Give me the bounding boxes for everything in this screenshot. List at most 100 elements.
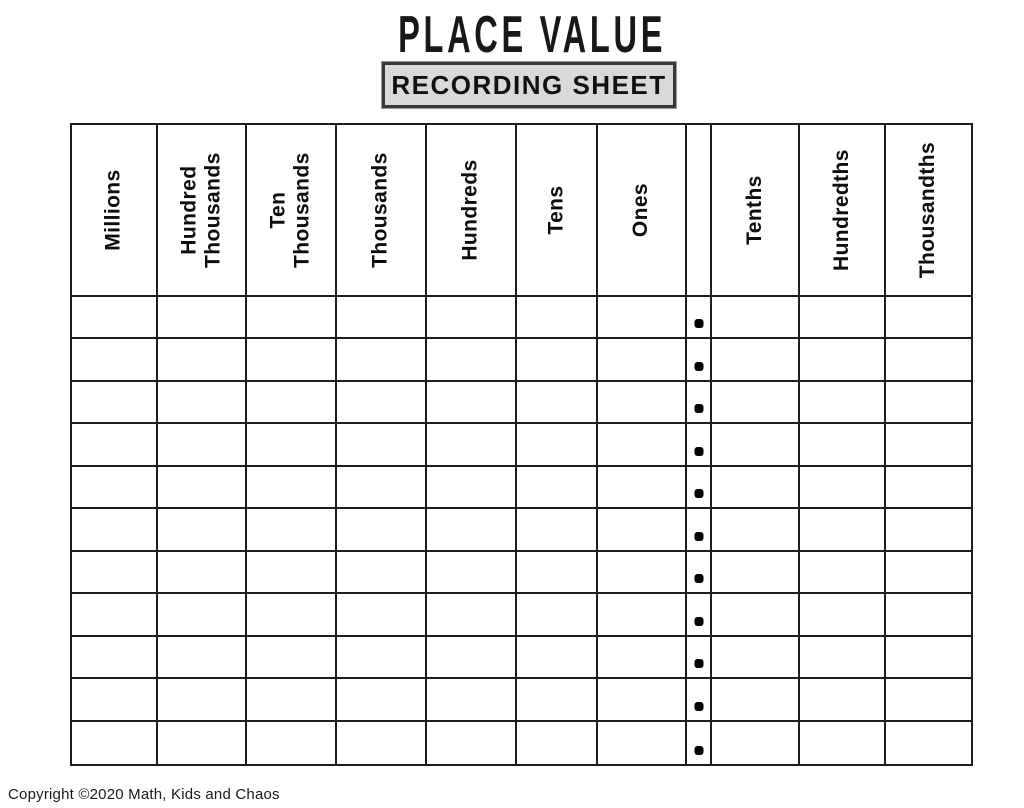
decimal-point-icon (694, 745, 703, 755)
column-header-ones: Ones (598, 125, 687, 297)
table-cell-thousandths (886, 594, 971, 637)
table-cell-ten-thousands (247, 636, 337, 680)
decimal-point-cell (687, 339, 712, 382)
table-cell-thousandths (886, 297, 971, 340)
table-cell-hundred-thousands (158, 594, 247, 637)
table-cell-tenths (712, 721, 800, 764)
table-cell-ten-thousands (247, 679, 337, 722)
decimal-point-cell (687, 381, 712, 425)
table-cell-ten-thousands (247, 509, 337, 552)
page-title-text: PLACE VALUE (397, 6, 667, 64)
table-cell-hundred-thousands (158, 636, 247, 680)
column-header-label: Tenths (742, 175, 766, 245)
decimal-point-icon (694, 701, 703, 711)
column-header-label: Millions (101, 169, 125, 251)
column-header-tenths: Tenths (712, 125, 800, 297)
table-cell-thousands (337, 594, 427, 637)
table-cell-hundred-thousands (158, 424, 247, 467)
table-cell-tens (517, 594, 598, 637)
table-cell-hundreds (427, 594, 517, 637)
decimal-point-icon (694, 361, 703, 371)
copyright-text: Copyright ©2020 Math, Kids and Chaos (8, 786, 280, 803)
table-cell-hundred-thousands (158, 721, 247, 764)
table-cell-ones (598, 466, 687, 510)
decimal-point-cell (687, 509, 712, 552)
column-header-hundredths: Hundredths (800, 125, 886, 297)
table-cell-ones (598, 679, 687, 722)
column-header-label: Hundred Thousands (177, 152, 225, 268)
column-header-label: Tens (544, 185, 568, 235)
table-cell-ten-thousands (247, 381, 337, 425)
table-cell-tenths (712, 297, 800, 340)
table-cell-ten-thousands (247, 339, 337, 382)
column-header-thousandths: Thousandths (886, 125, 971, 297)
table-cell-ones (598, 594, 687, 637)
table-cell-thousandths (886, 339, 971, 382)
table-cell-ones (598, 551, 687, 595)
place-value-table: Millions Hundred Thousands Ten Thousands Th… (70, 123, 973, 766)
decimal-point-cell (687, 594, 712, 637)
table-cell-ten-thousands (247, 424, 337, 467)
table-cell-hundreds (427, 551, 517, 595)
table-cell-hundred-thousands (158, 551, 247, 595)
table-cell-tens (517, 424, 598, 467)
table-cell-hundred-thousands (158, 466, 247, 510)
column-header-ten-thousands: Ten Thousands (247, 125, 337, 297)
table-cell-hundredths (800, 721, 886, 764)
table-cell-hundreds (427, 381, 517, 425)
decimal-point-cell (687, 679, 712, 722)
table-cell-hundred-thousands (158, 339, 247, 382)
column-header-thousands: Thousands (337, 125, 427, 297)
table-cell-thousands (337, 424, 427, 467)
table-cell-hundredths (800, 381, 886, 425)
column-header-decimal-point (687, 125, 712, 297)
table-cell-hundred-thousands (158, 381, 247, 425)
decimal-point-icon (694, 319, 703, 329)
table-cell-hundredths (800, 636, 886, 680)
table-cell-tenths (712, 424, 800, 467)
table-cell-millions (72, 721, 158, 764)
table-cell-tens (517, 509, 598, 552)
table-cell-tenths (712, 551, 800, 595)
table-cell-ten-thousands (247, 297, 337, 340)
table-cell-millions (72, 551, 158, 595)
table-cell-millions (72, 679, 158, 722)
table-cell-hundreds (427, 636, 517, 680)
table-cell-ones (598, 381, 687, 425)
table-cell-tenths (712, 381, 800, 425)
table-cell-ones (598, 424, 687, 467)
table-cell-tens (517, 679, 598, 722)
column-header-label: Thousands (368, 152, 392, 268)
page-title: PLACE VALUE (20, 6, 1024, 64)
column-header-hundred-thousands: Hundred Thousands (158, 125, 247, 297)
decimal-point-icon (694, 446, 703, 456)
table-cell-ones (598, 297, 687, 340)
table-cell-thousandths (886, 552, 971, 595)
table-cell-tens (517, 721, 598, 764)
decimal-point-icon (694, 616, 703, 626)
table-cell-thousands (337, 297, 427, 340)
table-cell-hundredths (800, 679, 886, 722)
table-cell-thousands (337, 381, 427, 425)
table-cell-hundreds (427, 297, 517, 340)
table-cell-ten-thousands (247, 721, 337, 764)
table-cell-tenths (712, 509, 800, 552)
table-cell-hundredths (800, 297, 886, 340)
table-cell-thousands (337, 721, 427, 764)
table-cell-millions (72, 339, 158, 382)
table-cell-tenths (712, 636, 800, 680)
table-cell-thousands (337, 679, 427, 722)
table-cell-ones (598, 721, 687, 764)
table-cell-thousands (337, 551, 427, 595)
table-cell-hundred-thousands (158, 509, 247, 552)
column-header-tens: Tens (517, 125, 598, 297)
column-header-label: Hundreds (458, 159, 482, 261)
table-cell-tenths (712, 339, 800, 382)
table-cell-ten-thousands (247, 551, 337, 595)
table-cell-hundredths (800, 509, 886, 552)
table-cell-ones (598, 509, 687, 552)
table-cell-millions (72, 381, 158, 425)
column-header-label: Thousandths (916, 141, 940, 279)
table-cell-hundreds (427, 721, 517, 764)
column-header-label: Ten Thousands (266, 152, 315, 268)
